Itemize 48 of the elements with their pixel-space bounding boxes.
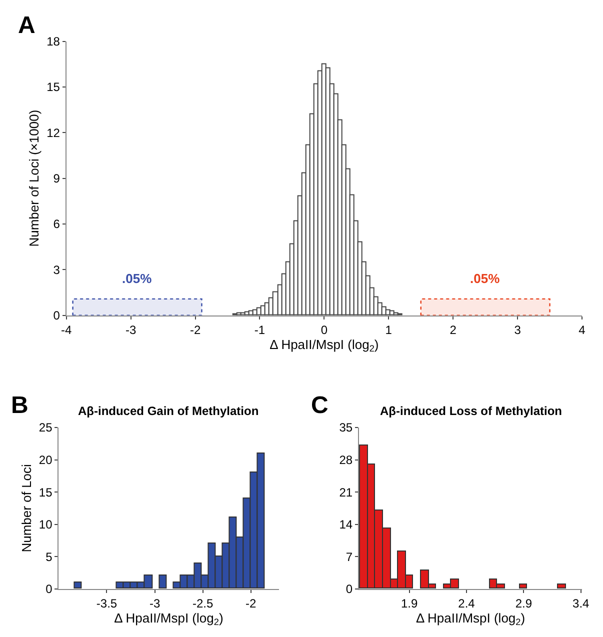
x-tick-label: -2 xyxy=(246,596,257,610)
x-tick-label: 2.9 xyxy=(515,596,532,610)
y-tick-label: 28 xyxy=(339,452,353,467)
y-tick-label: 0 xyxy=(53,308,60,323)
band-label: .05% xyxy=(122,271,152,286)
x-axis-title: Δ HpaII/MspI (log$_{2}$) xyxy=(270,336,379,354)
y-tick-label: 15 xyxy=(38,485,53,500)
text: B xyxy=(11,392,28,419)
x-tick-label: -3 xyxy=(149,596,160,610)
y-tick-label: 18 xyxy=(46,34,60,48)
x-tick-label: 2 xyxy=(450,322,457,337)
band-label: .05% xyxy=(470,271,500,286)
x-tick-label: 3 xyxy=(514,322,522,337)
y-tick-label: 5 xyxy=(46,550,53,564)
x-tick-label: -3.5 xyxy=(96,596,118,610)
y-axis-title: Number of Loci (×1000) xyxy=(26,110,42,247)
y-tick-label: 9 xyxy=(53,172,60,186)
y-tick-label: 12 xyxy=(46,126,60,140)
y-tick-label: 25 xyxy=(38,420,53,435)
chart-title: Aβ-induced Gain of Methylation xyxy=(78,404,259,418)
x-tick-label: 0 xyxy=(320,322,328,337)
y-tick-label: 0 xyxy=(46,582,53,596)
x-tick-label: 4 xyxy=(578,322,586,337)
y-tick-label: 7 xyxy=(346,550,353,564)
x-tick-label: 3.4 xyxy=(572,596,590,610)
y-tick-label: 35 xyxy=(339,420,353,435)
text: C xyxy=(311,392,328,419)
y-tick-label: 0 xyxy=(346,582,353,596)
x-axis-title: Δ HpaII/MspI (log$_{2}$) xyxy=(416,610,526,628)
x-tick-label: -1 xyxy=(254,322,266,337)
x-tick-label: 1.9 xyxy=(400,596,418,610)
y-tick-label: 15 xyxy=(46,80,60,94)
chart-title: Aβ-induced Loss of Methylation xyxy=(380,404,562,418)
y-tick-label: 20 xyxy=(38,452,53,467)
x-tick-label: 1 xyxy=(385,322,392,337)
x-tick-label: -2.5 xyxy=(192,596,214,610)
x-axis-title: Δ HpaII/MspI (log$_{2}$) xyxy=(114,610,224,628)
y-axis-title: Number of Loci xyxy=(18,464,34,552)
x-tick-label: 2.4 xyxy=(458,596,476,610)
y-tick-label: 3 xyxy=(53,262,60,277)
x-tick-label: -4 xyxy=(61,322,72,337)
y-tick-label: 14 xyxy=(339,518,353,532)
y-tick-label: 6 xyxy=(53,217,60,232)
x-tick-label: -2 xyxy=(190,322,201,337)
y-tick-label: 10 xyxy=(38,518,53,532)
y-tick-label: 21 xyxy=(339,485,353,500)
text: A xyxy=(18,12,36,39)
x-tick-label: -3 xyxy=(125,322,136,337)
